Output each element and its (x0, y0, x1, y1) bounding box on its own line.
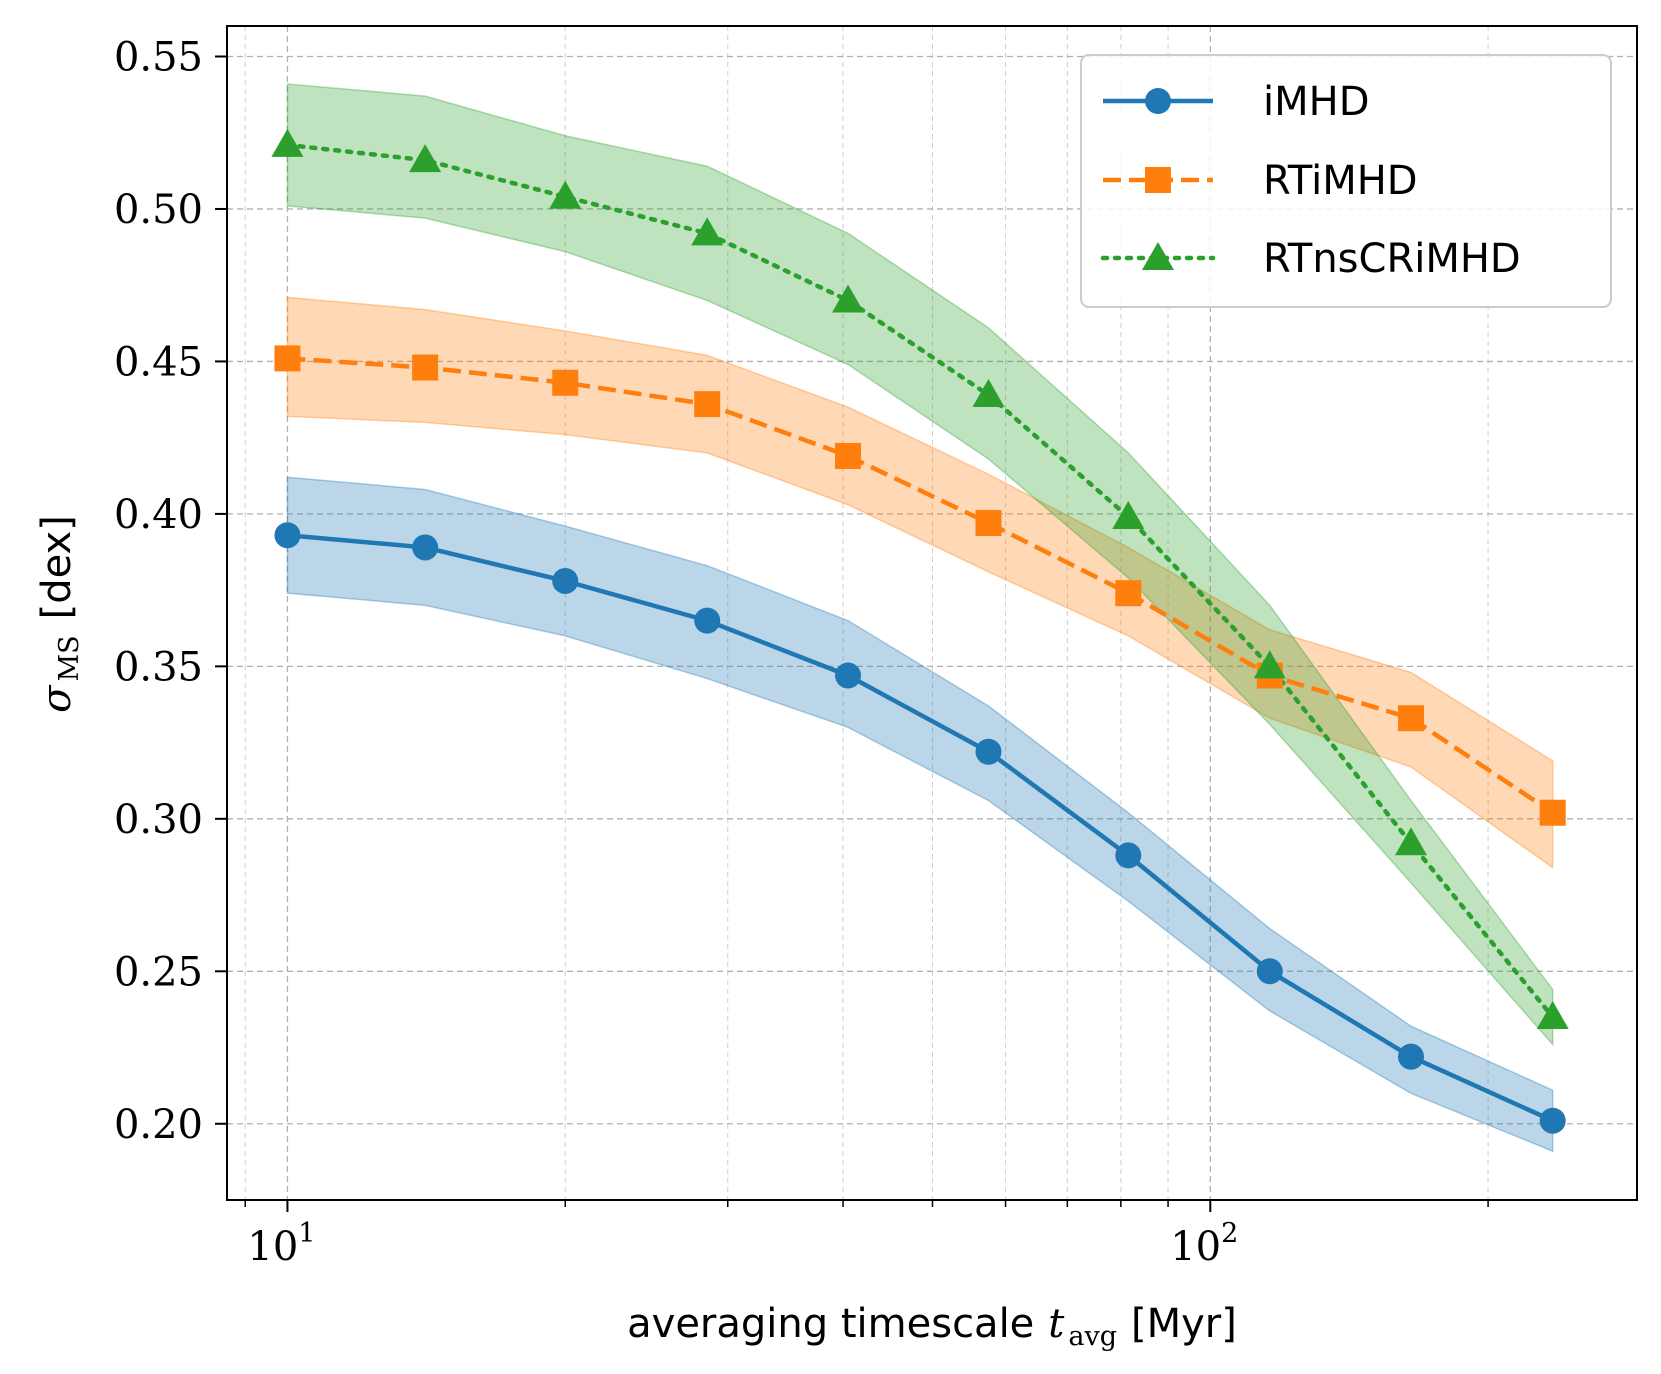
marker-imhd (1115, 842, 1142, 869)
marker-rtimhd (694, 391, 721, 418)
line-rtnscrimhd (285, 142, 1555, 1020)
legend-label-rtnscrimhd: RTnsCRiMHD (1263, 236, 1521, 282)
legend-entries (1100, 88, 1216, 270)
marker-rtimhd (274, 345, 301, 372)
marker-imhd (835, 662, 862, 689)
y-tick-label: 0.25 (114, 949, 203, 995)
marker-imhd (694, 607, 721, 634)
marker-imhd (552, 567, 579, 594)
band-rtnscrimhd (286, 83, 1554, 1047)
x-tick-label-base: 10 (1170, 1224, 1221, 1270)
legend: iMHD RTiMHD RTnsCRiMHD (1080, 54, 1612, 308)
marker-rtnscrimhd (832, 284, 865, 313)
marker-imhd (412, 534, 439, 561)
marker-imhd (1539, 1107, 1566, 1134)
marker-rtnscrimhd (972, 378, 1005, 407)
y-axis-label-math: σ (34, 684, 80, 713)
confidence-bands (286, 83, 1554, 1153)
x-tick-label: 101 (247, 1218, 315, 1270)
y-axis-label-unit: [dex] (34, 515, 80, 619)
x-axis-label-text: averaging timescale (627, 1301, 1034, 1347)
x-tick-label: 102 (1170, 1218, 1238, 1270)
marker-rtnscrimhd (409, 144, 442, 173)
series-markers (271, 128, 1569, 1134)
marker-rtnscrimhd (1394, 827, 1427, 856)
marker-rtimhd (1397, 705, 1424, 732)
line-rtimhd (287, 356, 1554, 815)
x-tick-label-base: 10 (247, 1224, 298, 1270)
x-axis-label: averaging timescale t avg [Myr] (627, 1301, 1237, 1352)
y-tick-label: 0.45 (114, 339, 203, 385)
y-axis-label: σ MS [dex] (34, 515, 85, 713)
marker-rtimhd (975, 510, 1002, 537)
y-tick-label: 0.55 (114, 34, 203, 80)
marker-rtimhd (835, 442, 862, 469)
y-tick-label: 0.50 (114, 187, 203, 233)
marker-rtnscrimhd (1253, 650, 1286, 679)
marker-rtnscrimhd (1536, 1001, 1569, 1030)
legend-label-imhd: iMHD (1263, 79, 1370, 125)
marker-rtimhd (1115, 580, 1142, 607)
marker-rtnscrimhd (549, 180, 582, 209)
legend-label-rtimhd: RTiMHD (1263, 158, 1418, 204)
marker-imhd (274, 522, 301, 549)
x-tick-label-exponent: 2 (1221, 1218, 1238, 1249)
x-axis-label-unit: [Myr] (1131, 1301, 1237, 1347)
band-rtimhd (286, 296, 1554, 870)
x-axis-label-math: t (1048, 1301, 1065, 1347)
x-axis-label-sub: avg (1068, 1321, 1117, 1352)
marker-rtimhd (552, 369, 579, 396)
marker-imhd (1256, 958, 1283, 985)
legend-marker-rtnscrimhd (1142, 242, 1174, 270)
marker-rtimhd (1539, 799, 1566, 826)
marker-rtnscrimhd (1112, 500, 1145, 529)
legend-marker-imhd (1145, 88, 1171, 114)
marker-imhd (975, 738, 1002, 765)
x-tick-label-exponent: 1 (298, 1218, 315, 1249)
marker-rtnscrimhd (691, 217, 724, 246)
line-imhd (287, 533, 1554, 1123)
series-lines (285, 142, 1555, 1123)
y-tick-label: 0.35 (114, 644, 203, 690)
y-tick-label: 0.40 (114, 492, 203, 538)
marker-rtnscrimhd (271, 128, 304, 157)
y-axis-label-sub: MS (54, 635, 85, 681)
y-tick-label: 0.20 (114, 1102, 203, 1148)
legend-marker-rtimhd (1145, 167, 1171, 193)
marker-rtimhd (412, 354, 439, 381)
band-imhd (286, 476, 1554, 1153)
marker-imhd (1397, 1043, 1424, 1070)
legend-box (1080, 54, 1612, 308)
y-tick-label: 0.30 (114, 797, 203, 843)
